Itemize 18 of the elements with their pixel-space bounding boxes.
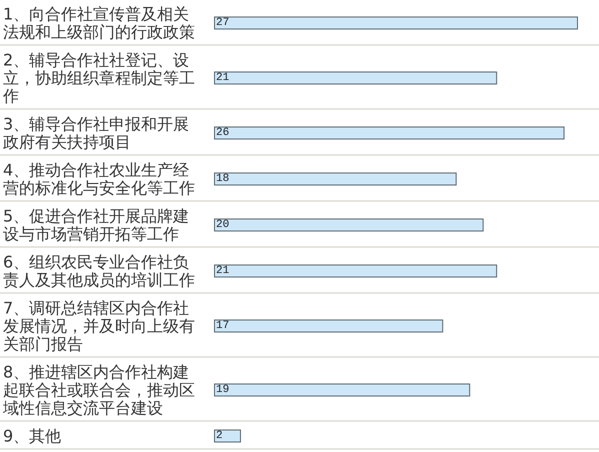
y-tick-label: 1、向合作社宣传普及相关法规和上级部门的行政政策 xyxy=(3,4,195,42)
data-label: 17 xyxy=(216,320,230,332)
y-tick-label: 9、其他 xyxy=(3,426,62,446)
data-label: 18 xyxy=(216,173,230,185)
y-tick-label: 2、辅导合作社社登记、设立，协助组织章程制定等工作 xyxy=(2,50,195,106)
y-tick-label: 3、辅导合作社申报和开展政府有关扶持项目 xyxy=(3,114,190,152)
y-tick-label: 7、调研总结辖区内合作社发展情况，并及时向上级有关部门报告 xyxy=(3,298,195,354)
data-label: 26 xyxy=(216,127,230,139)
data-label: 21 xyxy=(216,265,230,277)
data-label: 19 xyxy=(216,384,230,396)
y-tick-label: 4、推动合作社农业生产经营的标准化与安全化等工作 xyxy=(3,160,195,198)
y-tick-label: 6、组织农民专业合作社负责人及其他成员的培训工作 xyxy=(3,252,195,290)
y-tick-label: 8、推进辖区内合作社构建起联合社或联合会，推动区域性信息交流平台建设 xyxy=(2,362,195,418)
y-tick-label: 5、促进合作社开展品牌建设与市场营销开拓等工作 xyxy=(3,206,190,244)
data-label: 21 xyxy=(216,72,230,84)
data-label: 20 xyxy=(216,219,230,231)
data-label: 2 xyxy=(216,430,223,442)
data-label: 27 xyxy=(216,17,230,29)
